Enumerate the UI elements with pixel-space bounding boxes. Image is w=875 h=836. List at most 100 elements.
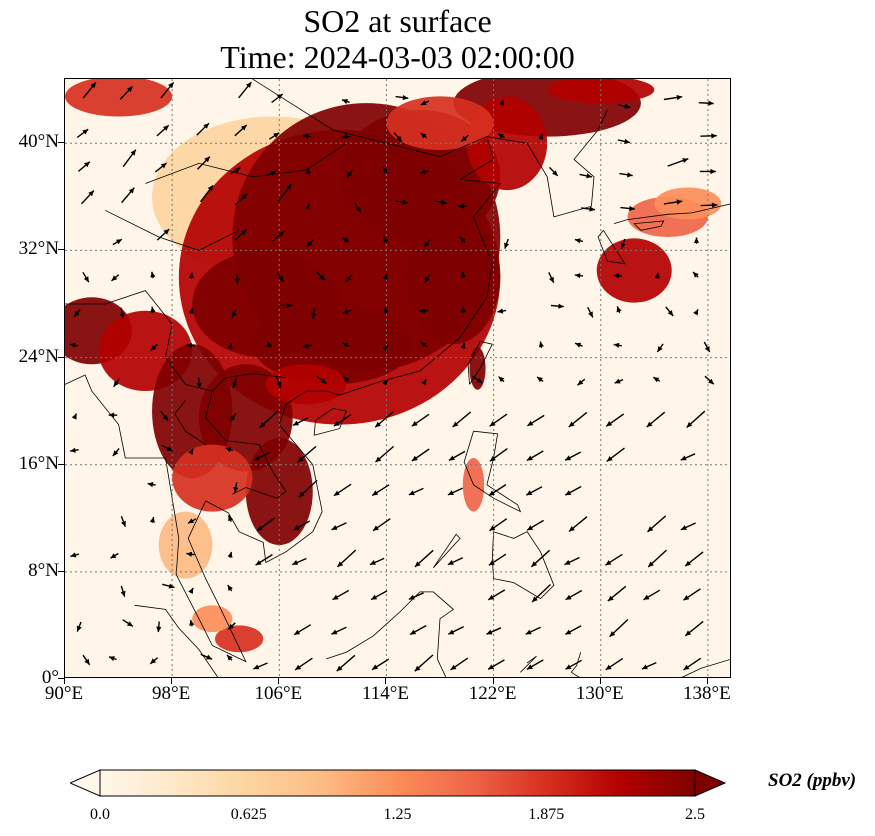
wind-arrow-230 xyxy=(538,133,544,140)
wind-arrow-123 xyxy=(498,376,505,383)
wind-arrow-119 xyxy=(343,375,350,383)
coastline-16 xyxy=(205,391,287,499)
coastline-19 xyxy=(105,209,240,251)
wind-arrow-88 xyxy=(253,451,270,461)
wind-arrow-196 xyxy=(354,202,362,213)
wind-arrow-85 xyxy=(161,444,174,452)
wind-arrow-161 xyxy=(82,271,90,283)
wind-arrow-139 xyxy=(538,341,544,349)
wind-arrow-241 xyxy=(499,99,505,106)
wind-arrow-168 xyxy=(345,273,353,283)
wind-arrow-60 xyxy=(120,516,127,528)
wind-arrow-221 xyxy=(196,122,210,136)
wind-arrow-53 xyxy=(447,557,464,566)
wind-arrow-112 xyxy=(646,411,666,428)
coastline-2 xyxy=(597,230,626,265)
wind-arrow-229 xyxy=(497,132,505,139)
lat-tick-label: 16°N xyxy=(18,452,59,474)
wind-arrow-75 xyxy=(298,479,318,498)
coastline-18 xyxy=(145,142,347,184)
lon-tick-mark xyxy=(599,678,601,684)
lon-tick-mark xyxy=(64,678,65,684)
wind-arrow-147 xyxy=(188,307,194,314)
wind-arrow-115 xyxy=(196,377,202,389)
wind-arrow-29 xyxy=(609,618,629,638)
wind-arrow-181 xyxy=(306,239,314,248)
wind-arrow-39 xyxy=(531,583,551,603)
wind-arrow-109 xyxy=(527,414,545,427)
gridlines xyxy=(65,79,730,677)
wind-arrow-84 xyxy=(112,448,120,457)
wind-arrow-18 xyxy=(122,619,134,627)
wind-arrow-116 xyxy=(232,377,238,389)
coastlines xyxy=(65,79,730,677)
wind-arrow-210 xyxy=(305,168,311,175)
wind-arrow-135 xyxy=(341,342,350,348)
wind-arrow-46 xyxy=(186,551,195,557)
wind-arrow-149 xyxy=(279,302,293,309)
colorbar-label: SO2 (ppbv) xyxy=(768,770,857,791)
wind-arrow-27 xyxy=(525,626,541,635)
lon-tick-mark xyxy=(706,678,708,684)
wind-arrow-33 xyxy=(188,587,194,594)
wind-arrow-232 xyxy=(700,133,717,139)
wind-arrow-1 xyxy=(108,656,117,662)
coastline-7 xyxy=(463,430,522,513)
lon-tick-label: 114°E xyxy=(361,683,409,704)
wind-arrow-10 xyxy=(450,657,469,671)
wind-arrow-163 xyxy=(150,271,156,279)
wind-arrow-207 xyxy=(196,156,211,170)
wind-arrow-13 xyxy=(565,659,582,670)
wind-arrow-153 xyxy=(419,308,429,314)
wind-arrow-83 xyxy=(69,447,79,453)
so2-plume-19 xyxy=(469,346,486,390)
wind-arrow-128 xyxy=(704,375,715,385)
wind-arrow-2 xyxy=(149,657,159,665)
so2-plume-18 xyxy=(172,444,253,512)
wind-arrow-105 xyxy=(374,411,394,428)
wind-arrow-26 xyxy=(486,627,502,635)
wind-arrow-136 xyxy=(382,345,389,352)
wind-arrow-12 xyxy=(526,659,544,671)
colorbar-tick-label: 1.25 xyxy=(383,806,412,823)
wind-arrow-92 xyxy=(448,450,466,462)
colorbar-tick-label: 0.625 xyxy=(230,806,267,823)
wind-arrow-95 xyxy=(564,451,582,461)
wind-arrow-188 xyxy=(620,238,626,249)
lon-tick-mark xyxy=(171,678,173,684)
lon-tick-label: 138°E xyxy=(683,683,731,704)
lat-tick-label: 32°N xyxy=(18,238,59,260)
wind-arrow-98 xyxy=(71,413,78,420)
wind-arrow-223 xyxy=(269,132,280,140)
lon-tick-label: 122°E xyxy=(468,683,517,704)
wind-arrow-30 xyxy=(684,620,704,637)
so2-plume-26 xyxy=(265,364,347,405)
chart-title: SO2 at surface xyxy=(303,3,492,39)
map-panel[interactable] xyxy=(64,78,731,678)
wind-arrow-59 xyxy=(684,551,704,567)
wind-arrow-81 xyxy=(525,486,543,496)
colorbar-gradient xyxy=(99,769,696,797)
colorbar-extend-max xyxy=(694,769,726,797)
wind-arrow-126 xyxy=(614,378,624,384)
wind-arrow-132 xyxy=(227,342,233,349)
wind-arrow-174 xyxy=(613,273,623,279)
so2-plume-21 xyxy=(215,625,264,653)
wind-arrow-231 xyxy=(617,138,631,144)
wind-arrow-129 xyxy=(69,342,79,348)
wind-arrow-34 xyxy=(227,584,233,592)
wind-arrow-55 xyxy=(530,549,551,568)
lat-tick-label: 0° xyxy=(41,667,59,688)
wind-arrow-80 xyxy=(488,484,507,497)
wind-arrow-243 xyxy=(663,94,683,101)
so2-plume-12 xyxy=(654,187,722,220)
wind-arrow-47 xyxy=(227,551,233,558)
wind-arrow-164 xyxy=(188,272,195,279)
wind-arrow-127 xyxy=(652,376,661,383)
wind-arrow-235 xyxy=(160,81,175,99)
wind-arrow-218 xyxy=(699,168,716,175)
wind-arrow-233 xyxy=(82,81,97,99)
wind-arrow-74 xyxy=(233,482,239,493)
wind-arrow-189 xyxy=(693,237,700,244)
wind-arrow-238 xyxy=(341,99,350,104)
